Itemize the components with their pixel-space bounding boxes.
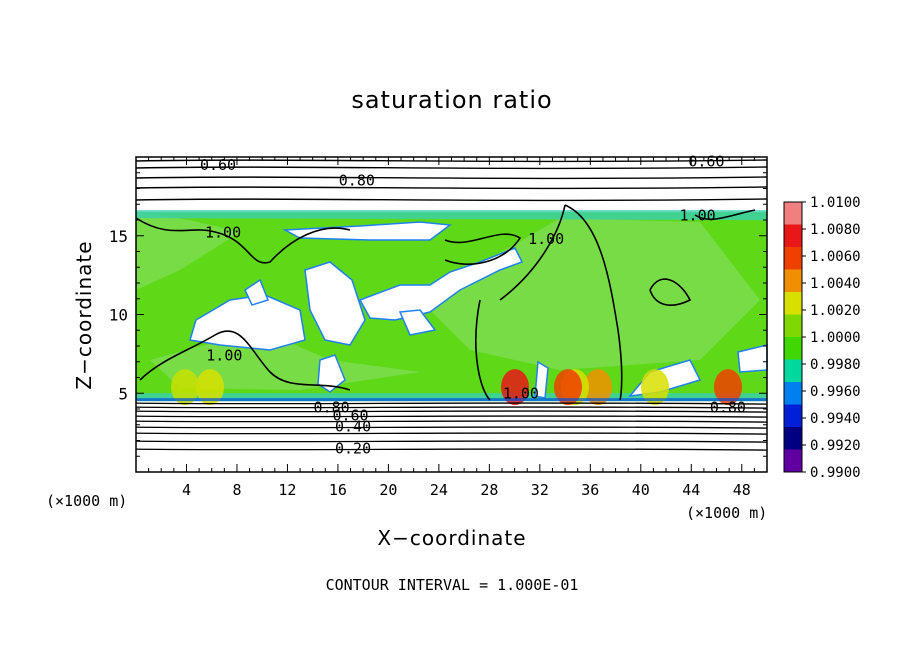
colorbar-swatch — [784, 337, 802, 360]
y-tick-label: 5 — [118, 384, 128, 403]
contour-label: 1.00 — [206, 346, 242, 364]
contour-label: 0.60 — [688, 153, 724, 171]
colorbar-swatch — [784, 427, 802, 450]
colorbar-swatch — [784, 292, 802, 315]
subsaturated-hole-4 — [398, 309, 437, 336]
colorbar-swatch — [784, 269, 802, 293]
x-tick-label: 8 — [232, 481, 241, 499]
x-tick-label: 40 — [632, 481, 650, 499]
contour-interval-note: CONTOUR INTERVAL = 1.000E-01 — [325, 576, 579, 594]
contour-label: 1.00 — [680, 206, 716, 224]
chart-title: saturation ratio — [351, 86, 553, 114]
contour-label: 0.20 — [335, 439, 371, 457]
upper-contour-0 — [135, 159, 768, 163]
supersat-spot-5 — [196, 369, 224, 406]
colorbar-label: 0.9940 — [810, 411, 861, 427]
upper-contour-1 — [135, 166, 768, 170]
x-tick-label: 32 — [531, 481, 549, 499]
y-unit-label: (×1000 m) — [46, 492, 128, 510]
upper-contour-3 — [135, 186, 768, 190]
colorbar-swatch — [784, 382, 802, 405]
y-axis-label: Z−coordinate — [72, 240, 96, 390]
lower-contour-4 — [135, 420, 768, 423]
cloud-base-band — [136, 398, 767, 402]
x-tick-label: 36 — [581, 481, 599, 499]
contour-label: 0.80 — [314, 398, 350, 416]
colorbar-label: 1.0060 — [810, 249, 861, 265]
subsaturated-hole-0 — [189, 294, 306, 351]
y-tick-label: 15 — [109, 227, 128, 246]
contour-1-00-0 — [135, 217, 351, 264]
contour-1-00-6 — [444, 233, 522, 265]
supersat-spot-3 — [554, 369, 582, 406]
lower-contour-0 — [135, 402, 768, 405]
x-tick-label: 48 — [733, 481, 751, 499]
subsaturated-hole-8 — [317, 354, 346, 393]
contour-label: 0.80 — [710, 398, 746, 416]
subsaturated-hole-9 — [534, 360, 549, 399]
colorbar-swatch — [784, 314, 802, 338]
colorbar-swatch — [784, 359, 802, 383]
colorbar-label: 0.9980 — [810, 357, 861, 373]
upper-contour-2 — [135, 176, 768, 180]
x-tick-label: 16 — [329, 481, 347, 499]
contour-label: 0.60 — [200, 156, 236, 174]
contour-1-00-2 — [564, 204, 623, 401]
lower-contour-8 — [135, 448, 768, 451]
subsaturated-hole-1 — [244, 278, 269, 306]
lower-contour-5 — [135, 426, 768, 429]
colorbar-label: 1.0040 — [810, 276, 861, 292]
contour-label: 0.60 — [332, 406, 368, 424]
x-tick-label: 20 — [379, 481, 397, 499]
upper-contour-4 — [135, 198, 768, 202]
x-tick-label: 12 — [278, 481, 296, 499]
colorbar-label: 1.0000 — [810, 330, 861, 346]
x-unit-label: (×1000 m) — [686, 504, 768, 522]
contour-1-00-1 — [475, 204, 566, 401]
lower-contour-6 — [135, 432, 768, 435]
lower-contour-2 — [135, 410, 768, 413]
x-tick-label: 44 — [682, 481, 700, 499]
supersat-spot-7 — [641, 369, 669, 406]
colorbar-label: 0.9960 — [810, 384, 861, 400]
x-tick-label: 28 — [480, 481, 498, 499]
contour-1-00-3 — [139, 330, 351, 391]
rim-0 — [136, 210, 767, 221]
contour-1-00-5 — [694, 209, 756, 221]
subsaturated-hole-2 — [304, 261, 366, 346]
x-axis-label: X−coordinate — [377, 526, 527, 550]
subsaturated-hole-3 — [358, 247, 524, 321]
contour-label: 1.00 — [503, 384, 539, 402]
supersat-spot-1 — [584, 369, 612, 406]
colorbar-swatch — [784, 404, 802, 428]
colorbar-swatch — [784, 224, 802, 248]
contour-label: 0.80 — [339, 172, 375, 190]
colorbar-swatch — [784, 247, 802, 270]
x-tick-label: 24 — [430, 481, 448, 499]
lower-contour-7 — [135, 440, 768, 443]
contour-label: 1.00 — [205, 224, 241, 242]
colorbar-label: 0.9920 — [810, 438, 861, 454]
y-tick-label: 10 — [109, 306, 128, 325]
lower-contour-3 — [135, 415, 768, 418]
subsaturated-hole-5 — [282, 221, 452, 241]
colorbar-swatch — [784, 449, 802, 473]
contour-label: 1.00 — [528, 230, 564, 248]
colorbar-swatch — [784, 202, 802, 225]
lower-contour-1 — [135, 406, 768, 409]
contour-label: 0.40 — [335, 417, 371, 435]
x-tick-label: 4 — [182, 481, 191, 499]
supersat-spot-0 — [501, 369, 529, 406]
colorbar-label: 1.0020 — [810, 303, 861, 319]
contour-1-00-4 — [649, 278, 692, 306]
colorbar-label: 1.0080 — [810, 222, 861, 238]
colorbar-label: 0.9900 — [810, 465, 861, 481]
supersat-spot-4 — [714, 369, 742, 406]
supersat-spot-6 — [171, 369, 199, 406]
colorbar-label: 1.0100 — [810, 195, 861, 211]
